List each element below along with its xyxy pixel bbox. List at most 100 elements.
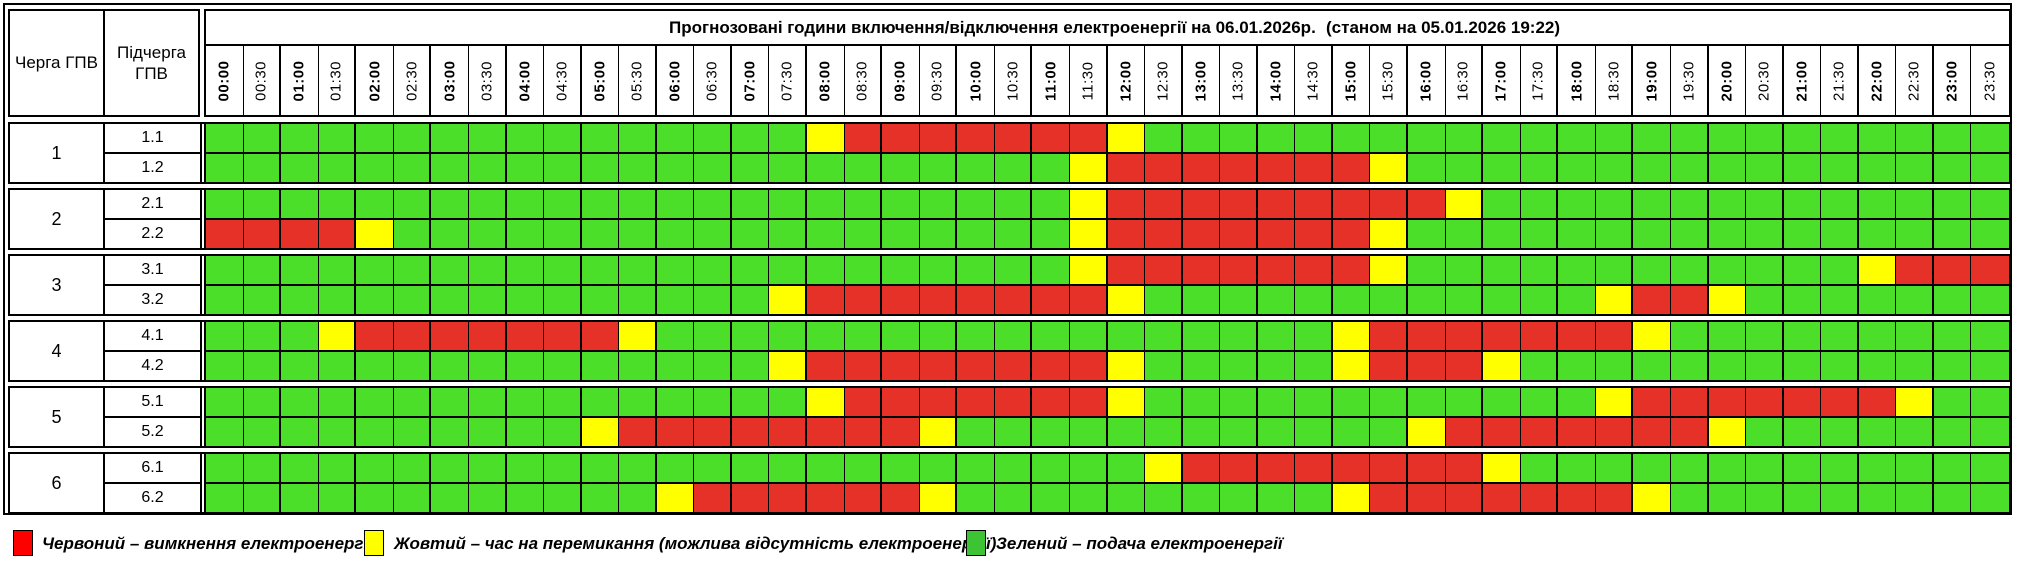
time-label: 16:30 bbox=[1454, 60, 1472, 101]
time-label: 18:00 bbox=[1568, 60, 1586, 101]
queue-number: 5 bbox=[10, 388, 105, 446]
slot-1.2-05:00 bbox=[581, 154, 620, 182]
slot-1.2-14:30 bbox=[1295, 154, 1333, 182]
time-header-cell: 21:30 bbox=[1821, 46, 1859, 115]
slot-2.2-06:30 bbox=[694, 220, 732, 248]
time-header-cell: 09:30 bbox=[920, 46, 958, 115]
slot-3.1-07:30 bbox=[769, 256, 807, 284]
slot-4.2-16:30 bbox=[1445, 352, 1484, 380]
slot-3.2-22:30 bbox=[1896, 286, 1934, 314]
slot-4.2-07:30 bbox=[769, 352, 807, 380]
slot-1.1-08:00 bbox=[807, 124, 845, 152]
slot-6.1-18:00 bbox=[1558, 454, 1596, 482]
slot-3.2-16:00 bbox=[1408, 286, 1446, 314]
slot-2.1-10:00 bbox=[957, 190, 995, 218]
slot-5.2-18:30 bbox=[1595, 418, 1634, 446]
slot-3.2-04:30 bbox=[544, 286, 582, 314]
time-header-cell: 20:30 bbox=[1746, 46, 1784, 115]
slot-1.1-23:30 bbox=[1971, 124, 2009, 152]
slot-2.2-19:30 bbox=[1670, 220, 1709, 248]
schedule-group-4: 4 4.1 4.2 bbox=[8, 320, 2011, 382]
slot-5.1-22:00 bbox=[1858, 388, 1897, 416]
slot-5.1-20:30 bbox=[1746, 388, 1784, 416]
slot-5.1-21:00 bbox=[1783, 388, 1822, 416]
slot-4.2-01:30 bbox=[318, 352, 357, 380]
slot-6.2-08:00 bbox=[807, 484, 845, 512]
slot-2.2-20:00 bbox=[1708, 220, 1747, 248]
slot-5.1-09:30 bbox=[919, 388, 958, 416]
slot-1.1-00:00 bbox=[206, 124, 244, 152]
slot-1.1-17:30 bbox=[1520, 124, 1559, 152]
slot-6.1-22:00 bbox=[1858, 454, 1897, 482]
schedule-row-6.2 bbox=[204, 484, 2009, 512]
slot-2.2-08:00 bbox=[807, 220, 845, 248]
slot-4.2-15:00 bbox=[1332, 352, 1371, 380]
slot-3.1-11:30 bbox=[1069, 256, 1108, 284]
slot-4.2-18:00 bbox=[1558, 352, 1596, 380]
slot-1.2-00:30 bbox=[243, 154, 282, 182]
slot-2.1-12:30 bbox=[1145, 190, 1183, 218]
slot-3.1-02:30 bbox=[393, 256, 432, 284]
slot-2.2-18:00 bbox=[1558, 220, 1596, 248]
slot-6.2-14:00 bbox=[1257, 484, 1296, 512]
slot-1.1-22:30 bbox=[1896, 124, 1934, 152]
slot-2.2-11:30 bbox=[1069, 220, 1108, 248]
slot-6.2-22:30 bbox=[1896, 484, 1934, 512]
slot-5.1-09:00 bbox=[882, 388, 920, 416]
slot-4.1-12:00 bbox=[1107, 322, 1146, 350]
slot-1.2-14:00 bbox=[1257, 154, 1296, 182]
slot-3.2-02:00 bbox=[356, 286, 394, 314]
slot-1.2-18:00 bbox=[1558, 154, 1596, 182]
slot-4.2-11:30 bbox=[1069, 352, 1108, 380]
row-divider bbox=[204, 284, 2009, 286]
schedule-row-1.1 bbox=[204, 124, 2009, 152]
slot-5.1-03:00 bbox=[431, 388, 469, 416]
slot-4.1-12:30 bbox=[1145, 322, 1183, 350]
red-legend-swatch bbox=[13, 530, 33, 556]
time-label: 21:00 bbox=[1793, 60, 1811, 101]
slot-4.1-21:00 bbox=[1783, 322, 1822, 350]
time-label: 03:00 bbox=[441, 60, 459, 101]
slot-4.1-13:30 bbox=[1220, 322, 1258, 350]
time-header-cell: 00:00 bbox=[206, 46, 244, 115]
slot-6.1-12:30 bbox=[1145, 454, 1183, 482]
slot-3.1-00:30 bbox=[243, 256, 282, 284]
slot-1.1-07:00 bbox=[731, 124, 770, 152]
slot-6.1-17:30 bbox=[1520, 454, 1559, 482]
slot-3.2-02:30 bbox=[393, 286, 432, 314]
slot-6.2-00:30 bbox=[243, 484, 282, 512]
slot-4.1-00:30 bbox=[243, 322, 282, 350]
slot-1.2-22:00 bbox=[1858, 154, 1897, 182]
slot-6.1-10:30 bbox=[994, 454, 1033, 482]
slot-4.1-17:00 bbox=[1483, 322, 1521, 350]
slot-1.1-16:30 bbox=[1445, 124, 1484, 152]
slot-2.2-07:00 bbox=[731, 220, 770, 248]
slot-3.2-17:30 bbox=[1520, 286, 1559, 314]
slot-3.2-22:00 bbox=[1858, 286, 1897, 314]
slot-5.1-17:30 bbox=[1520, 388, 1559, 416]
subqueue-label: 4.2 bbox=[105, 352, 202, 380]
slot-2.1-22:00 bbox=[1858, 190, 1897, 218]
slot-4.2-03:00 bbox=[431, 352, 469, 380]
slot-6.2-06:00 bbox=[656, 484, 695, 512]
slot-3.1-11:00 bbox=[1032, 256, 1070, 284]
slot-2.1-23:00 bbox=[1933, 190, 1972, 218]
slot-4.1-14:00 bbox=[1257, 322, 1296, 350]
slot-1.2-05:30 bbox=[619, 154, 657, 182]
slot-2.2-16:30 bbox=[1445, 220, 1484, 248]
slot-3.1-08:00 bbox=[807, 256, 845, 284]
slot-6.1-08:00 bbox=[807, 454, 845, 482]
time-label: 12:30 bbox=[1154, 60, 1172, 101]
time-header-cell: 19:30 bbox=[1671, 46, 1709, 115]
slot-3.2-21:30 bbox=[1821, 286, 1859, 314]
slot-3.2-19:00 bbox=[1633, 286, 1671, 314]
slot-1.2-08:00 bbox=[807, 154, 845, 182]
slot-6.2-12:00 bbox=[1107, 484, 1146, 512]
slot-1.1-07:30 bbox=[769, 124, 807, 152]
slot-2.2-10:30 bbox=[994, 220, 1033, 248]
slot-1.2-07:30 bbox=[769, 154, 807, 182]
subqueue-label: 3.2 bbox=[105, 286, 202, 314]
slot-2.1-07:00 bbox=[731, 190, 770, 218]
slot-3.2-20:30 bbox=[1746, 286, 1784, 314]
slot-5.2-03:30 bbox=[468, 418, 507, 446]
